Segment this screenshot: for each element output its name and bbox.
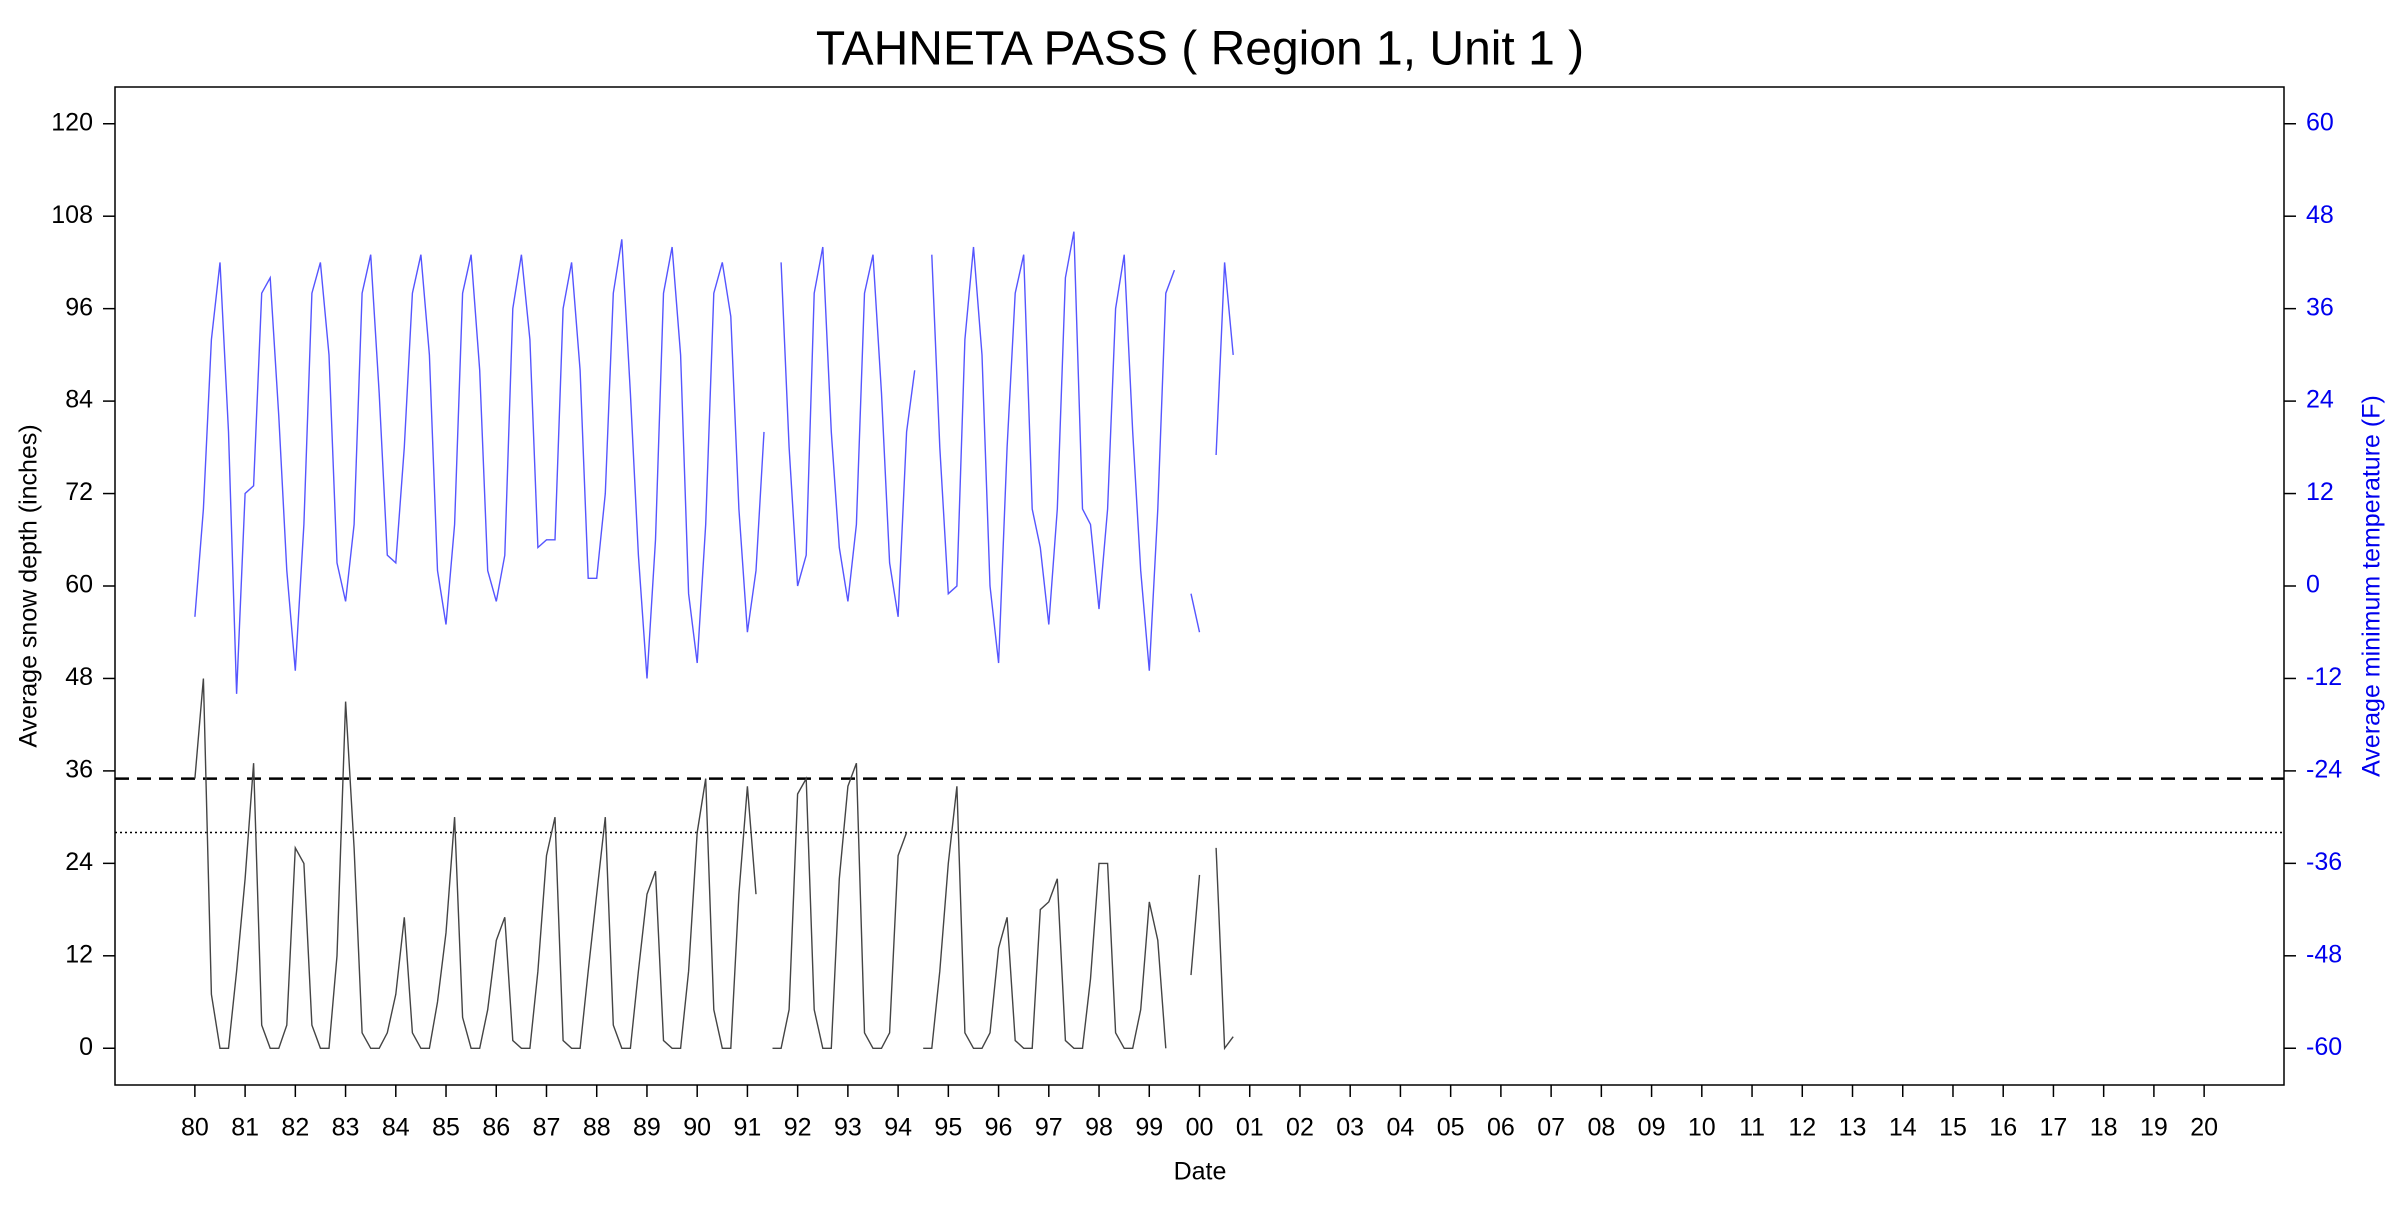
y2-tick-label: 60 bbox=[2306, 108, 2334, 136]
x-tick-label: 84 bbox=[382, 1114, 410, 1142]
x-tick-label: 20 bbox=[2190, 1114, 2218, 1142]
y-tick-label: 120 bbox=[51, 108, 93, 136]
y-tick-label: 24 bbox=[65, 848, 93, 876]
y2-axis-label: Average minimum temperature (F) bbox=[2358, 395, 2386, 777]
y2-tick-label: 24 bbox=[2306, 386, 2334, 414]
y-tick-label: 108 bbox=[51, 201, 93, 229]
x-tick-label: 82 bbox=[281, 1114, 309, 1142]
data-line bbox=[194, 231, 1234, 694]
x-tick-label: 02 bbox=[1286, 1114, 1314, 1142]
y2-tick-label: 36 bbox=[2306, 293, 2334, 321]
x-tick-label: 17 bbox=[2040, 1114, 2068, 1142]
x-tick-label: 14 bbox=[1889, 1114, 1917, 1142]
x-tick-label: 98 bbox=[1085, 1114, 1113, 1142]
x-tick-label: 06 bbox=[1487, 1114, 1515, 1142]
x-tick-label: 16 bbox=[1989, 1114, 2017, 1142]
y2-tick-label: 48 bbox=[2306, 201, 2334, 229]
x-tick-label: 07 bbox=[1537, 1114, 1565, 1142]
x-axis-label: Date bbox=[1174, 1158, 1227, 1186]
x-tick-label: 83 bbox=[332, 1114, 360, 1142]
x-tick-label: 90 bbox=[683, 1114, 711, 1142]
y-tick-label: 48 bbox=[65, 663, 93, 691]
x-tick-label: 19 bbox=[2140, 1114, 2168, 1142]
x-tick-label: 15 bbox=[1939, 1114, 1967, 1142]
x-tick-label: 86 bbox=[482, 1114, 510, 1142]
x-tick-label: 94 bbox=[884, 1114, 912, 1142]
x-tick-label: 18 bbox=[2090, 1114, 2118, 1142]
x-tick-label: 85 bbox=[432, 1114, 460, 1142]
x-tick-label: 93 bbox=[834, 1114, 862, 1142]
x-tick-label: 81 bbox=[231, 1114, 259, 1142]
y2-tick-label: -12 bbox=[2306, 663, 2342, 691]
x-tick-label: 03 bbox=[1336, 1114, 1364, 1142]
x-tick-label: 08 bbox=[1587, 1114, 1615, 1142]
x-tick-label: 91 bbox=[734, 1114, 762, 1142]
y-tick-label: 84 bbox=[65, 386, 93, 414]
x-tick-label: 04 bbox=[1387, 1114, 1415, 1142]
x-tick-label: 11 bbox=[1739, 1114, 1765, 1142]
x-tick-label: 97 bbox=[1035, 1114, 1063, 1142]
x-tick-label: 09 bbox=[1638, 1114, 1666, 1142]
x-tick-label: 05 bbox=[1437, 1114, 1465, 1142]
y-tick-label: 60 bbox=[65, 571, 93, 599]
x-tick-label: 92 bbox=[784, 1114, 812, 1142]
y-tick-label: 36 bbox=[65, 756, 93, 784]
x-tick-label: 88 bbox=[583, 1114, 611, 1142]
x-tick-label: 89 bbox=[633, 1114, 661, 1142]
x-tick-label: 96 bbox=[985, 1114, 1013, 1142]
y2-tick-label: 12 bbox=[2306, 478, 2334, 506]
data-line bbox=[194, 678, 1234, 1051]
x-tick-label: 95 bbox=[934, 1114, 962, 1142]
x-tick-label: 01 bbox=[1236, 1114, 1264, 1142]
y2-tick-label: -24 bbox=[2306, 756, 2342, 784]
x-tick-label: 00 bbox=[1186, 1114, 1214, 1142]
y-tick-label: 0 bbox=[79, 1033, 93, 1061]
x-tick-label: 10 bbox=[1688, 1114, 1716, 1142]
y2-tick-label: 0 bbox=[2306, 571, 2320, 599]
x-tick-label: 87 bbox=[533, 1114, 561, 1142]
y-tick-label: 12 bbox=[65, 940, 93, 968]
y-tick-label: 96 bbox=[65, 293, 93, 321]
chart-title: TAHNETA PASS ( Region 1, Unit 1 ) bbox=[816, 23, 1584, 76]
x-tick-label: 12 bbox=[1788, 1114, 1816, 1142]
x-tick-label: 80 bbox=[181, 1114, 209, 1142]
y2-tick-label: -60 bbox=[2306, 1033, 2342, 1061]
y-tick-label: 72 bbox=[65, 478, 93, 506]
y2-tick-label: -36 bbox=[2306, 848, 2342, 876]
x-tick-label: 13 bbox=[1839, 1114, 1867, 1142]
y2-tick-label: -48 bbox=[2306, 940, 2342, 968]
y-axis-label: Average snow depth (inches) bbox=[15, 424, 43, 747]
x-tick-label: 99 bbox=[1135, 1114, 1163, 1142]
